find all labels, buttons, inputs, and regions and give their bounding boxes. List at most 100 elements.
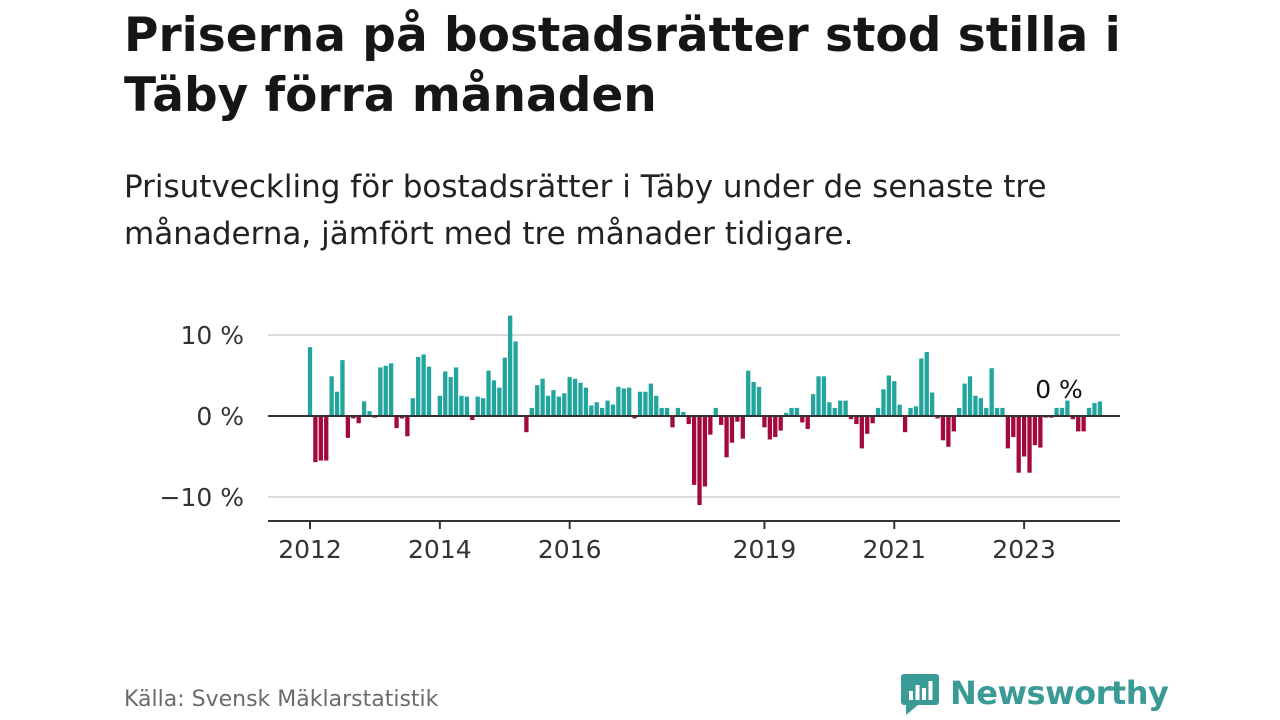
bar [394, 416, 399, 429]
bar [940, 416, 946, 441]
bar [838, 400, 843, 416]
bar [908, 407, 913, 416]
bar [594, 402, 599, 416]
newsworthy-logo-icon [901, 674, 939, 715]
bar [892, 381, 897, 416]
bar [1092, 403, 1097, 416]
bar [1070, 416, 1075, 420]
bar [670, 416, 675, 428]
x-tick-label: 2021 [862, 535, 926, 564]
bar [859, 416, 864, 449]
bar [378, 367, 383, 416]
bar [1054, 407, 1059, 416]
bar [367, 411, 372, 416]
bar [1011, 416, 1016, 438]
bar [356, 416, 361, 424]
bar [470, 416, 475, 421]
bar [751, 381, 756, 416]
bar [767, 416, 772, 440]
bar [410, 398, 415, 416]
bar [773, 416, 778, 438]
bar [616, 386, 621, 416]
bar [1016, 416, 1021, 473]
y-tick-label: −10 % [160, 483, 244, 512]
bar [572, 378, 578, 416]
bar [486, 370, 491, 416]
bar [957, 407, 962, 416]
bar [529, 407, 534, 416]
bar [778, 416, 783, 431]
bar [334, 391, 340, 416]
bar [681, 411, 686, 416]
bar [637, 391, 643, 416]
bar [562, 393, 567, 416]
y-tick-label: 0 % [196, 402, 244, 431]
bar [1038, 416, 1043, 448]
bar [881, 389, 886, 416]
bar [324, 416, 329, 461]
x-tick-label: 2019 [733, 535, 797, 564]
bar [383, 365, 388, 416]
bar [508, 315, 513, 416]
bar [1081, 416, 1086, 432]
bar [464, 396, 470, 416]
bar [886, 375, 892, 416]
bar [448, 377, 453, 416]
bar [724, 416, 729, 458]
bar [729, 416, 735, 443]
bar [437, 395, 442, 416]
bar [1086, 407, 1092, 416]
bar [827, 402, 832, 416]
bar [962, 383, 967, 416]
bar [719, 416, 724, 425]
bar [567, 377, 572, 416]
bar [632, 416, 637, 419]
bar [351, 416, 356, 419]
grid-layer [268, 334, 1120, 498]
bar [913, 406, 919, 416]
bar [762, 416, 767, 428]
bar [389, 363, 394, 416]
bar [605, 400, 610, 416]
bar [545, 395, 551, 416]
bar [967, 376, 973, 416]
bar [399, 416, 405, 419]
bar [443, 371, 448, 416]
bar [599, 407, 605, 416]
newsworthy-logo: Newsworthy [900, 670, 1169, 716]
bar [783, 412, 789, 416]
chart-title: Priserna på bostadsrätter stod stilla i … [124, 8, 1121, 123]
bar [794, 407, 800, 416]
bar [497, 387, 502, 416]
bar [643, 391, 648, 416]
bar [870, 416, 875, 424]
bar [686, 416, 691, 425]
bar [848, 416, 854, 420]
newsworthy-logo-text: Newsworthy [950, 674, 1169, 712]
bar [540, 378, 545, 416]
bar [475, 396, 480, 416]
bar [480, 398, 486, 416]
bar [648, 383, 653, 416]
bar [491, 380, 497, 416]
bar [843, 400, 848, 416]
bar [361, 401, 367, 416]
bar [535, 385, 540, 416]
bar [1059, 407, 1065, 416]
bar [691, 416, 697, 485]
bar [756, 386, 762, 416]
bar [313, 416, 318, 463]
bar [502, 357, 507, 416]
bar [946, 416, 951, 447]
source-note: Källa: Svensk Mäklarstatistik [124, 687, 439, 712]
bar [875, 407, 881, 416]
bar [789, 407, 794, 416]
bar [659, 407, 664, 416]
bar [578, 382, 583, 416]
bar [978, 398, 983, 416]
bar [821, 376, 827, 416]
bar [329, 376, 334, 416]
axis-layer [268, 415, 1120, 529]
bar [902, 416, 908, 433]
bar [416, 356, 421, 416]
